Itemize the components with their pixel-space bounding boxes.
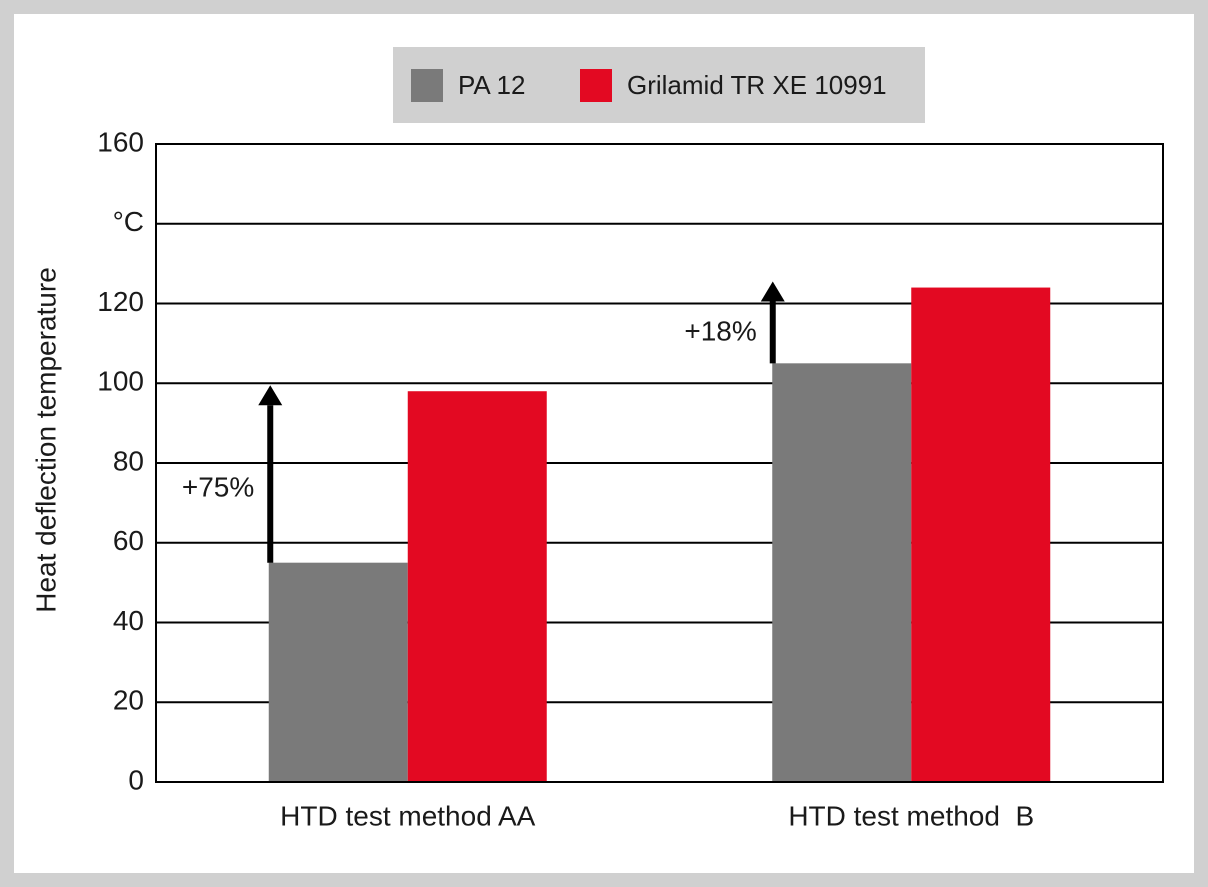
- annotation: +18%: [684, 315, 756, 346]
- y-tick-label: 20: [113, 685, 144, 716]
- increase-arrow: [760, 281, 785, 364]
- x-tick-label: HTD test method B: [788, 800, 1034, 831]
- y-tick-label: °C: [113, 206, 144, 237]
- legend: [393, 47, 925, 123]
- legend-label: Grilamid TR XE 10991: [627, 70, 887, 100]
- bar: [407, 391, 547, 782]
- y-tick-label: 40: [113, 605, 144, 636]
- y-tick-label: 160: [97, 126, 144, 157]
- y-tick-label: 100: [97, 366, 144, 397]
- y-tick-label: 120: [97, 286, 144, 317]
- legend-swatch: [580, 69, 612, 102]
- bar: [911, 287, 1051, 782]
- annotation: +75%: [182, 471, 254, 502]
- legend-label: PA 12: [458, 70, 525, 100]
- legend-swatch: [411, 69, 443, 102]
- y-axis-label: Heat deflection temperature: [30, 267, 61, 613]
- y-tick-label: 0: [128, 764, 144, 795]
- bar: [268, 562, 408, 782]
- bar: [772, 363, 912, 782]
- y-tick-label: 60: [113, 525, 144, 556]
- arrow-head: [258, 385, 283, 406]
- plot-border: [155, 143, 1164, 783]
- x-tick-label: HTD test method AA: [280, 800, 536, 831]
- arrow-head: [760, 281, 785, 302]
- increase-arrow: [258, 385, 283, 563]
- y-tick-label: 80: [113, 445, 144, 476]
